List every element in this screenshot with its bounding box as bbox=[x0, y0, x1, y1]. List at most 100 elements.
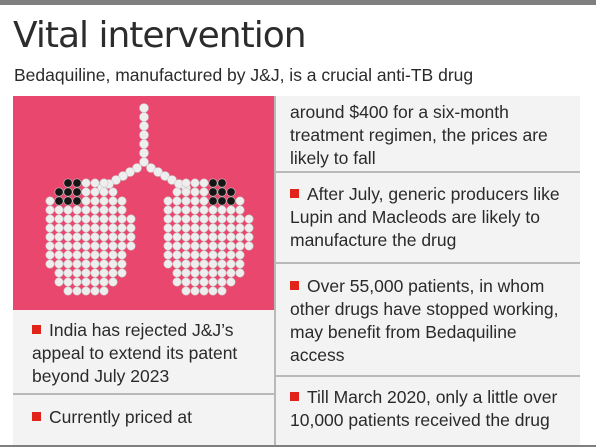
white-pill bbox=[81, 259, 91, 269]
white-pill bbox=[63, 223, 73, 233]
white-pill bbox=[190, 259, 200, 269]
white-pill bbox=[139, 130, 149, 140]
white-pill bbox=[139, 139, 149, 149]
white-pill bbox=[99, 223, 109, 233]
white-pill bbox=[190, 277, 200, 287]
white-pill bbox=[235, 196, 245, 206]
white-pill bbox=[81, 277, 91, 287]
white-pill bbox=[163, 214, 173, 224]
white-pill bbox=[217, 223, 227, 233]
fact-block-received: Till March 2020, only a little over 10,0… bbox=[290, 386, 557, 432]
white-pill bbox=[99, 214, 109, 224]
fact-line: Till March 2020, only a little over bbox=[290, 386, 557, 409]
white-pill bbox=[181, 205, 191, 215]
white-pill bbox=[217, 214, 227, 224]
white-pill bbox=[235, 259, 245, 269]
white-pill bbox=[190, 187, 200, 197]
white-pill bbox=[181, 277, 191, 287]
fact-block-price-continued: around $400 for a six-month treatment re… bbox=[290, 101, 548, 170]
white-pill bbox=[90, 187, 100, 197]
white-pill bbox=[99, 187, 109, 197]
white-pill bbox=[108, 277, 118, 287]
white-pill bbox=[172, 259, 182, 269]
white-pill bbox=[139, 121, 149, 131]
white-pill bbox=[81, 232, 91, 242]
dark-pill bbox=[72, 196, 82, 206]
white-pill bbox=[63, 268, 73, 278]
white-pill bbox=[208, 277, 218, 287]
white-pill bbox=[199, 268, 209, 278]
white-pill bbox=[181, 196, 191, 206]
white-pill bbox=[117, 241, 127, 251]
white-pill bbox=[63, 205, 73, 215]
divider-right-2 bbox=[276, 262, 580, 264]
white-pill bbox=[235, 223, 245, 233]
fact-line: likely to fall bbox=[290, 148, 376, 168]
column-divider bbox=[274, 96, 276, 447]
white-pill bbox=[226, 259, 236, 269]
white-pill bbox=[235, 250, 245, 260]
white-pill bbox=[72, 250, 82, 260]
white-pill bbox=[139, 157, 149, 167]
bottom-rule bbox=[0, 445, 596, 447]
white-pill bbox=[190, 214, 200, 224]
white-pill bbox=[90, 277, 100, 287]
white-pill bbox=[117, 250, 127, 260]
white-pill bbox=[181, 223, 191, 233]
white-pill bbox=[45, 259, 55, 269]
white-pill bbox=[81, 187, 91, 197]
white-pill bbox=[126, 232, 136, 242]
white-pill bbox=[163, 196, 173, 206]
white-pill bbox=[54, 232, 64, 242]
white-pill bbox=[226, 241, 236, 251]
fact-block-price: Currently priced at bbox=[32, 406, 192, 429]
right-panel bbox=[274, 96, 580, 446]
white-pill bbox=[217, 277, 227, 287]
white-pill bbox=[244, 232, 254, 242]
fact-line: may benefit from Bedaquiline bbox=[290, 322, 517, 342]
white-pill bbox=[226, 250, 236, 260]
dark-pill bbox=[217, 187, 227, 197]
white-pill bbox=[63, 214, 73, 224]
white-pill bbox=[126, 241, 136, 251]
white-pill bbox=[163, 205, 173, 215]
fact-line: treatment regimen, the prices are bbox=[290, 125, 548, 145]
fact-line: Over 55,000 patients, in whom bbox=[290, 275, 559, 298]
white-pill bbox=[181, 187, 191, 197]
white-pill bbox=[90, 250, 100, 260]
white-pill bbox=[81, 268, 91, 278]
fact-block-patent: India has rejected J&J’s appeal to exten… bbox=[32, 319, 237, 388]
white-pill bbox=[99, 205, 109, 215]
bullet-marker bbox=[290, 392, 299, 401]
divider-right-1 bbox=[276, 171, 580, 173]
white-pill bbox=[81, 196, 91, 206]
bullet-marker bbox=[32, 412, 41, 421]
white-pill bbox=[81, 241, 91, 251]
white-pill bbox=[235, 214, 245, 224]
white-pill bbox=[217, 205, 227, 215]
dark-pill bbox=[72, 187, 82, 197]
dark-pill bbox=[217, 196, 227, 206]
white-pill bbox=[72, 286, 82, 296]
white-pill bbox=[226, 268, 236, 278]
white-pill bbox=[244, 241, 254, 251]
white-pill bbox=[172, 277, 182, 287]
white-pill bbox=[126, 214, 136, 224]
white-pill bbox=[199, 196, 209, 206]
white-pill bbox=[226, 223, 236, 233]
white-pill bbox=[108, 214, 118, 224]
white-pill bbox=[244, 223, 254, 233]
fact-line: Lupin and Macleods are likely to bbox=[290, 207, 541, 227]
white-pill bbox=[235, 241, 245, 251]
white-pill bbox=[90, 259, 100, 269]
white-pill bbox=[208, 259, 218, 269]
white-pill bbox=[99, 259, 109, 269]
dark-pill bbox=[208, 196, 218, 206]
white-pill bbox=[208, 214, 218, 224]
white-pill bbox=[172, 187, 182, 197]
white-pill bbox=[99, 268, 109, 278]
dark-pill bbox=[72, 178, 82, 188]
white-pill bbox=[181, 214, 191, 224]
white-pill bbox=[63, 277, 73, 287]
white-pill bbox=[181, 232, 191, 242]
